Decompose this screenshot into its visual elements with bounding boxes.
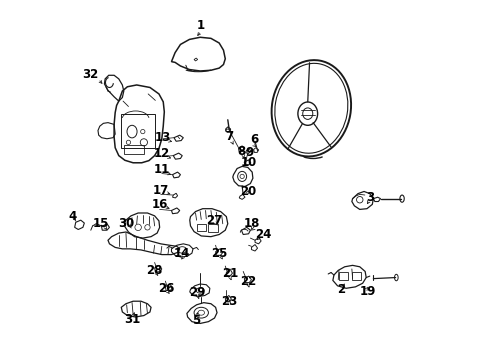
Text: 7: 7 [225, 130, 233, 144]
Text: 13: 13 [155, 131, 172, 144]
Text: 19: 19 [360, 285, 376, 298]
Text: 15: 15 [93, 217, 109, 230]
Text: 12: 12 [154, 147, 170, 160]
Text: 3: 3 [366, 191, 374, 204]
Text: 11: 11 [154, 163, 170, 176]
Text: 23: 23 [220, 295, 237, 308]
Text: 6: 6 [250, 133, 258, 146]
Text: 20: 20 [241, 185, 257, 198]
Text: 25: 25 [211, 247, 227, 260]
Bar [196, 224, 205, 231]
Bar [124, 145, 144, 154]
Text: 22: 22 [240, 275, 256, 288]
Text: 30: 30 [118, 217, 134, 230]
Text: 5: 5 [193, 314, 201, 327]
Bar [339, 272, 348, 280]
Text: 17: 17 [152, 184, 169, 197]
Text: 10: 10 [241, 156, 257, 168]
Bar [352, 272, 361, 280]
Text: 24: 24 [255, 228, 272, 241]
Text: 28: 28 [147, 264, 163, 277]
Text: 1: 1 [197, 19, 205, 32]
Text: 2: 2 [337, 283, 345, 296]
Text: 27: 27 [206, 214, 222, 227]
Text: 18: 18 [244, 217, 260, 230]
Text: 21: 21 [222, 267, 238, 280]
Bar [208, 224, 219, 232]
Text: 9: 9 [245, 145, 253, 158]
Text: 16: 16 [151, 198, 168, 211]
Text: 26: 26 [158, 282, 174, 295]
Text: 14: 14 [174, 247, 191, 260]
Text: 4: 4 [68, 210, 76, 223]
Text: 29: 29 [190, 287, 206, 300]
Text: 32: 32 [82, 68, 98, 81]
Bar [122, 114, 155, 148]
Text: 8: 8 [237, 145, 245, 158]
Text: 31: 31 [124, 312, 140, 326]
